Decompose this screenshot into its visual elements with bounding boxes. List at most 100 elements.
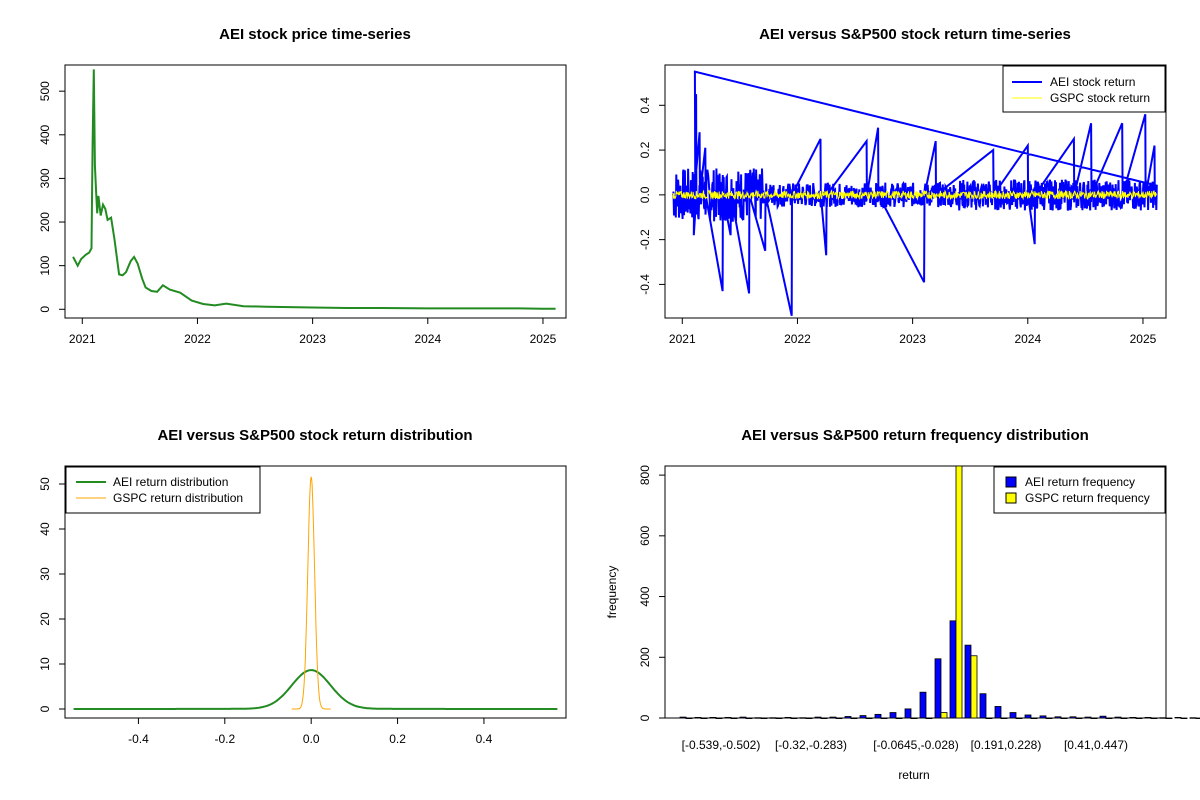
chart4-bar-aei xyxy=(814,716,822,719)
chart4-bar-aei xyxy=(1084,716,1092,719)
chart1-ytick-label: 200 xyxy=(38,212,52,232)
chart4-bar-gspc xyxy=(760,717,768,720)
chart4-bar-aei xyxy=(1174,716,1182,719)
chart2-legend: AEI stock return GSPC stock return xyxy=(1002,65,1166,113)
chart1-ytick-label: 300 xyxy=(38,168,52,188)
chart4-ytick-label: 200 xyxy=(638,647,652,667)
chart4-bar-aei xyxy=(1189,717,1197,719)
chart4-bar-aei xyxy=(1159,717,1167,719)
chart4-bar-gspc xyxy=(1060,717,1068,720)
chart1-xtick-label: 2022 xyxy=(184,332,211,346)
chart4-bar-gspc xyxy=(955,465,963,719)
chart2-xtick-label: 2025 xyxy=(1130,332,1157,346)
chart4-bar-gspc xyxy=(1135,717,1143,720)
chart4-bar-gspc xyxy=(730,717,738,720)
chart4-xtick-label: [-0.32,-0.283) xyxy=(775,738,847,752)
chart4-bar-gspc xyxy=(1000,717,1008,720)
chart4-bar-aei xyxy=(694,716,702,719)
chart1-series-aei-price xyxy=(72,69,556,310)
chart4-legend: AEI return frequency GSPC return frequen… xyxy=(993,466,1166,514)
legend-label-aei-dist: AEI return distribution xyxy=(113,475,228,489)
chart4-bar-gspc xyxy=(715,717,723,720)
chart1-ytick-label: 400 xyxy=(38,124,52,144)
chart4-xtick-label: [-0.539,-0.502) xyxy=(682,738,761,752)
chart1-ytick-label: 500 xyxy=(38,81,52,101)
chart4-bar-gspc xyxy=(1150,717,1158,720)
chart4-xtick-label: [0.41,0.447) xyxy=(1064,738,1128,752)
chart3-xtick-label: -0.2 xyxy=(214,732,235,746)
chart4-bar-gspc xyxy=(850,717,858,720)
chart1-xtick-label: 2024 xyxy=(414,332,441,346)
chart4-bar-gspc xyxy=(685,717,693,720)
chart4-title: AEI versus S&P500 return frequency distr… xyxy=(741,427,1089,444)
chart4-bar-gspc xyxy=(880,717,888,720)
chart2-frame xyxy=(664,64,1167,319)
chart4-ytick-label: 400 xyxy=(638,586,652,606)
chart4-bar-gspc xyxy=(865,717,873,720)
chart2-ytick-label: 0.2 xyxy=(638,141,652,158)
chart2-ytick-label: 0.4 xyxy=(638,97,652,114)
chart1-xtick-label: 2023 xyxy=(299,332,326,346)
chart4-bar-aei xyxy=(949,620,957,719)
chart4-bar-aei xyxy=(709,716,717,719)
chart4-bar-gspc xyxy=(1105,717,1113,720)
chart4-ylabel: frequency xyxy=(605,566,619,619)
legend-label-gspc-return: GSPC stock return xyxy=(1050,91,1150,105)
chart1-ytick-label: 100 xyxy=(38,255,52,275)
chart4-bar-aei xyxy=(1069,716,1077,719)
chart4-bar-aei xyxy=(799,717,807,719)
chart4-bar-aei xyxy=(994,706,1002,719)
chart4-bar-aei xyxy=(1129,716,1137,719)
chart3-ytick-label: 0 xyxy=(38,705,52,712)
chart4-bar-gspc xyxy=(1045,717,1053,720)
chart4-bar-aei xyxy=(679,716,687,719)
chart4-bar-aei xyxy=(754,717,762,719)
chart4-bar-gspc xyxy=(1015,717,1023,720)
chart4-bar-aei xyxy=(1054,716,1062,719)
chart4-ytick-label: 600 xyxy=(638,525,652,545)
chart3-xtick-label: 0.4 xyxy=(476,732,493,746)
chart2-xtick-label: 2024 xyxy=(1014,332,1041,346)
chart4-bar-gspc xyxy=(1075,717,1083,720)
chart4-bar-gspc xyxy=(805,717,813,720)
chart2-ytick-label: -0.4 xyxy=(638,274,652,295)
chart1-xtick-label: 2025 xyxy=(530,332,557,346)
chart4-bar-aei xyxy=(1024,714,1032,719)
chart4-bar-gspc xyxy=(1120,717,1128,720)
chart4-bar-gspc xyxy=(745,717,753,720)
chart4-xlabel: return xyxy=(898,768,929,782)
chart3-xtick-label: -0.4 xyxy=(128,732,149,746)
chart4-bar-gspc xyxy=(1165,717,1173,720)
chart4-plot: 0 200 400 600 800 [-0.539,-0.502) [-0.32,-0.28… xyxy=(638,465,1200,752)
chart3-ytick-label: 50 xyxy=(38,477,52,491)
chart1-title: AEI stock price time-series xyxy=(219,26,411,43)
legend-label-gspc-freq: GSPC return frequency xyxy=(1025,491,1150,505)
chart4-bar-aei xyxy=(904,708,912,719)
chart4-bar-aei xyxy=(1039,715,1047,719)
chart4-bar-aei xyxy=(934,658,942,719)
chart4-bar-gspc xyxy=(1030,717,1038,720)
chart4-bar-gspc xyxy=(940,712,948,719)
chart3-ytick-label: 30 xyxy=(38,567,52,581)
chart4-bar-aei xyxy=(724,716,732,719)
chart4-bar-gspc xyxy=(700,717,708,720)
chart4-bar-gspc xyxy=(985,717,993,720)
chart3-plot: -0.4 -0.2 0.0 0.2 0.4 0 10 20 30 40 50 xyxy=(38,476,558,746)
chart4-xtick-label: [0.191,0.228) xyxy=(971,738,1042,752)
chart3-series-gspc-dist xyxy=(291,476,331,710)
chart4-bar-aei xyxy=(1114,716,1122,719)
chart4-ytick-label: 0 xyxy=(638,714,652,721)
chart4-bar-gspc xyxy=(1090,717,1098,720)
chart4-bar-aei xyxy=(964,644,972,719)
chart4-bar-gspc xyxy=(970,655,978,719)
chart2-ytick-label: 0.0 xyxy=(638,186,652,203)
chart4-bar-gspc xyxy=(790,717,798,720)
chart4-bar-gspc xyxy=(895,717,903,720)
chart3-title: AEI versus S&P500 stock return distribut… xyxy=(157,427,472,444)
chart2-series-gspc-return xyxy=(672,189,1158,201)
chart4-bar-aei xyxy=(1009,712,1017,719)
chart4-bar-gspc xyxy=(835,717,843,720)
chart4-bar-aei xyxy=(919,691,927,719)
chart2-title: AEI versus S&P500 stock return time-seri… xyxy=(759,26,1071,43)
